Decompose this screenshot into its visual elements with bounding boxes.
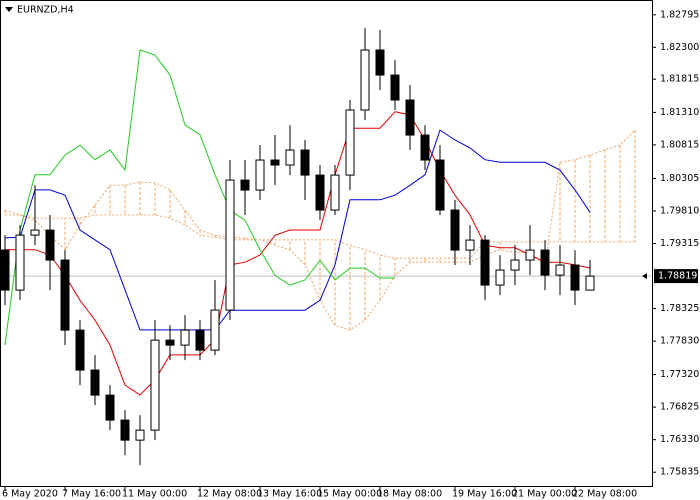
candle-body xyxy=(195,329,205,351)
y-tick-label: 1.81815 xyxy=(660,74,699,85)
candle-body xyxy=(285,149,295,166)
candle-body xyxy=(45,229,55,261)
candle-body xyxy=(525,249,535,261)
candle-body xyxy=(330,174,340,211)
candle-body xyxy=(60,259,70,331)
x-tick-label: 7 May 16:00 xyxy=(62,489,121,500)
x-tick-label: 12 May 08:00 xyxy=(197,489,262,500)
candle-body xyxy=(570,264,580,291)
x-tick-label: 19 May 16:00 xyxy=(452,489,517,500)
candle-body xyxy=(360,49,370,111)
candle-body xyxy=(75,329,85,371)
last-price-label: 1.78819 xyxy=(658,271,697,282)
candle-body xyxy=(255,159,265,191)
y-tick-label: 1.76825 xyxy=(660,402,699,413)
candle-body xyxy=(165,339,175,346)
candle-body xyxy=(240,179,250,191)
candle-body xyxy=(465,239,475,251)
plot-area xyxy=(1,27,652,466)
y-tick-label: 1.75835 xyxy=(660,467,699,478)
x-tick-label: 11 May 00:00 xyxy=(122,489,187,500)
plot-frame xyxy=(0,0,653,487)
indicator-line xyxy=(4,129,591,331)
candle-body xyxy=(15,234,25,291)
x-tick-label: 13 May 16:00 xyxy=(257,489,322,500)
y-tick-label: 1.81310 xyxy=(660,107,699,118)
menu-arrow[interactable] xyxy=(5,7,13,12)
candle-body xyxy=(315,174,325,211)
y-tick-label: 1.82795 xyxy=(660,9,699,20)
candle-body xyxy=(585,275,595,291)
y-tick-label: 1.78325 xyxy=(660,303,699,314)
y-tick-label: 1.80305 xyxy=(660,173,699,184)
x-tick-label: 21 May 00:00 xyxy=(512,489,577,500)
candle-body xyxy=(225,179,235,311)
candle-body xyxy=(480,239,490,286)
x-tick-label: 18 May 08:00 xyxy=(377,489,442,500)
candle-body xyxy=(540,249,550,276)
y-tick-label: 1.82300 xyxy=(660,42,699,53)
last-price-box xyxy=(654,269,698,284)
x-tick-label: 6 May 2020 xyxy=(2,489,58,500)
candle-body xyxy=(210,309,220,351)
candle-body xyxy=(375,49,385,76)
candle-body xyxy=(150,339,160,431)
candle-body xyxy=(405,99,415,136)
candle-body xyxy=(495,269,505,286)
candle-body xyxy=(180,329,190,346)
last-price-marker xyxy=(642,273,647,280)
chart-title: EURNZD,H4 xyxy=(17,5,74,16)
candle-body xyxy=(1,249,10,291)
candle-body xyxy=(300,149,310,176)
candle-body xyxy=(120,419,130,441)
y-tick-label: 1.77320 xyxy=(660,369,699,380)
y-tick-label: 1.80815 xyxy=(660,139,699,150)
y-tick-label: 1.79810 xyxy=(660,205,699,216)
candle-body xyxy=(450,209,460,251)
candle-body xyxy=(555,264,565,276)
x-tick-label: 22 May 08:00 xyxy=(572,489,637,500)
candle-body xyxy=(435,159,445,211)
candle-body xyxy=(90,369,100,396)
candle-body xyxy=(510,259,520,271)
candle-body xyxy=(270,159,280,166)
y-tick-label: 1.77830 xyxy=(660,336,699,347)
candle-body xyxy=(345,109,355,176)
indicator-line xyxy=(4,49,395,346)
x-tick-label: 15 May 00:00 xyxy=(317,489,382,500)
indicator-line xyxy=(5,111,591,396)
candle-body xyxy=(390,74,400,101)
y-tick-label: 1.79315 xyxy=(660,238,699,249)
candle-body xyxy=(105,394,115,421)
candle-body xyxy=(135,429,145,441)
candle-body xyxy=(420,134,430,161)
y-tick-label: 1.76330 xyxy=(660,434,699,445)
candle-body xyxy=(30,229,40,236)
